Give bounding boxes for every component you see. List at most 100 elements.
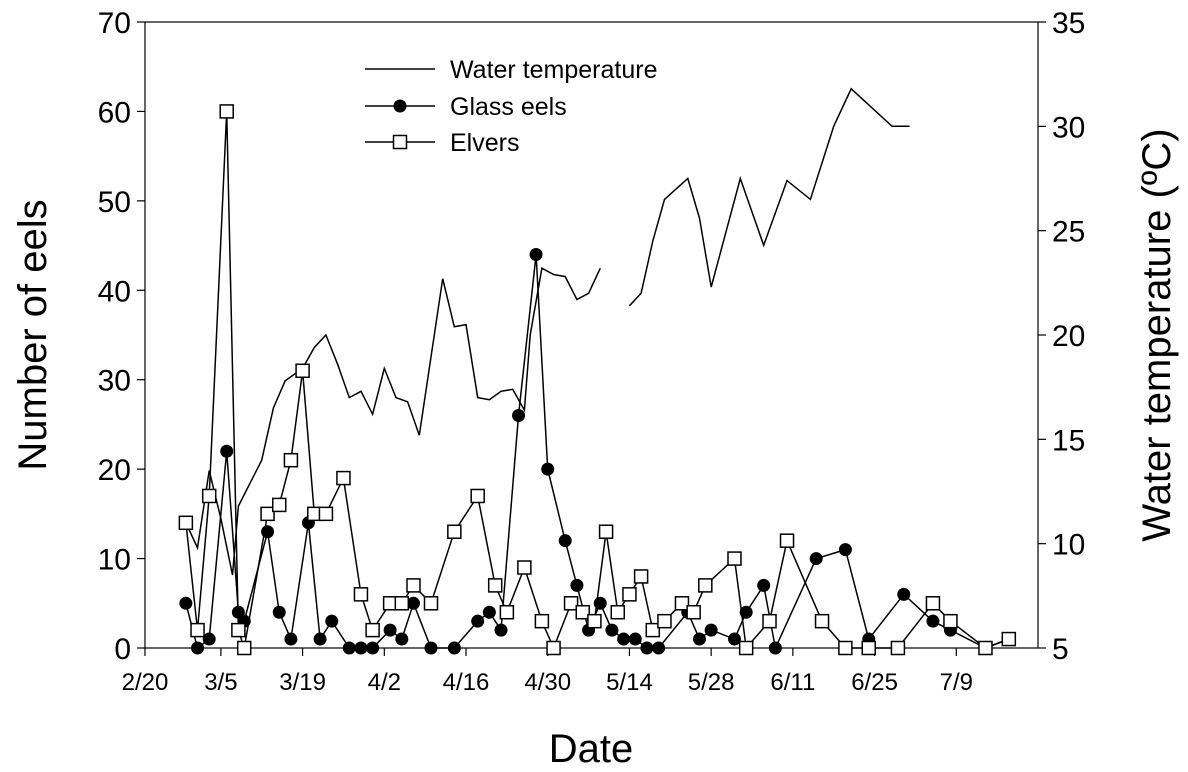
elvers-point xyxy=(365,622,380,638)
glass-eels-point xyxy=(220,444,234,458)
right-y-tick-label: 10 xyxy=(1052,529,1085,562)
glass-eels-point xyxy=(897,587,911,601)
glass-eels-point xyxy=(395,632,409,646)
legend-elvers-marker xyxy=(392,134,408,150)
water-temperature-line xyxy=(185,267,601,576)
glass-eels-point xyxy=(482,605,496,619)
glass-eels-point xyxy=(447,641,461,655)
elvers-point xyxy=(517,560,532,575)
elvers-point xyxy=(622,587,637,602)
legend: Water temperature Glass eels Elvers xyxy=(365,56,657,157)
right-y-axis-ticks: 5 10 15 20 25 30 35 xyxy=(1038,7,1085,666)
elvers-point xyxy=(645,622,661,638)
elvers-point xyxy=(861,640,876,656)
x-tick-label: 5/14 xyxy=(606,669,653,696)
elvers-point xyxy=(575,604,590,620)
x-tick-label: 4/16 xyxy=(443,669,490,696)
glass-eels-point xyxy=(494,623,508,637)
left-y-tick-label: 60 xyxy=(98,96,131,129)
elvers-point xyxy=(698,578,713,593)
glass-eels-point xyxy=(313,632,327,646)
elvers-line xyxy=(185,111,1010,650)
glass-eels-point xyxy=(617,632,631,646)
elvers-point xyxy=(925,596,941,611)
left-y-tick-label: 30 xyxy=(98,365,131,398)
elvers-point xyxy=(563,596,579,611)
elvers-point xyxy=(890,640,906,656)
right-y-tick-label: 15 xyxy=(1052,424,1085,457)
elvers-point xyxy=(587,613,602,629)
elvers-point xyxy=(271,497,287,513)
left-y-axis-ticks: 0 10 20 30 40 50 60 70 xyxy=(98,7,145,666)
glass-eels-point xyxy=(628,632,642,646)
elvers-point xyxy=(353,587,369,602)
elvers-point xyxy=(336,470,351,486)
right-y-tick-label: 20 xyxy=(1052,320,1085,353)
elvers-point xyxy=(686,604,701,620)
glass-eels-point xyxy=(529,248,543,262)
elvers-point xyxy=(633,569,649,584)
elvers-point xyxy=(295,363,310,379)
elvers-point xyxy=(499,604,515,620)
left-y-tick-label: 70 xyxy=(98,7,131,40)
elvers-point xyxy=(943,613,958,629)
elvers-point xyxy=(762,613,777,629)
glass-eels-point xyxy=(325,614,339,628)
left-y-tick-label: 40 xyxy=(98,275,131,308)
right-y-axis-label: Water temperature (ºC) xyxy=(1135,128,1179,541)
x-tick-label: 3/19 xyxy=(279,669,326,696)
elvers-point xyxy=(738,640,754,656)
glass-eels-point xyxy=(284,632,298,646)
elvers-point xyxy=(727,551,742,566)
elvers-point xyxy=(190,622,205,638)
elvers-point xyxy=(598,524,614,539)
glass-eels-point xyxy=(692,632,706,646)
water-temperature-line xyxy=(628,87,910,307)
left-y-axis-label: Number of eels xyxy=(11,199,55,470)
elvers-point xyxy=(470,488,485,504)
glass-eels-point xyxy=(838,543,852,557)
elvers-point xyxy=(610,604,626,620)
elvers-point xyxy=(231,622,246,638)
x-axis-label: Date xyxy=(549,727,634,771)
glass-eels-point xyxy=(926,614,940,628)
glass-eels-point xyxy=(406,596,420,610)
glass-eels-point xyxy=(809,552,823,566)
x-tick-label: 7/9 xyxy=(940,669,973,696)
glass-eels-point xyxy=(558,534,572,548)
glass-eels-point xyxy=(652,641,666,655)
elvers-point xyxy=(978,640,993,656)
elvers-point xyxy=(318,506,334,522)
right-y-tick-label: 25 xyxy=(1052,216,1085,249)
elvers-point xyxy=(814,613,830,629)
legend-label: Glass eels xyxy=(450,93,567,121)
x-tick-label: 6/11 xyxy=(770,669,815,696)
elvers-point xyxy=(674,596,690,611)
glass-eels-point xyxy=(704,623,718,637)
elvers-point xyxy=(487,578,503,593)
legend-glass-eels-marker xyxy=(393,99,407,113)
glass-eels-point xyxy=(541,462,555,476)
glass-eels-point xyxy=(366,641,380,655)
series-layer xyxy=(178,87,1017,656)
x-tick-label: 5/28 xyxy=(688,669,735,696)
elvers-point xyxy=(534,613,550,629)
x-axis-ticks: 2/20 3/5 3/19 4/2 4/16 4/30 5/14 5/28 6/11 6/25 7/… xyxy=(122,648,973,696)
glass-eels-point xyxy=(191,641,205,655)
elvers-point xyxy=(423,596,439,611)
glass-eels-point xyxy=(471,614,485,628)
x-tick-label: 6/25 xyxy=(851,669,898,696)
left-y-tick-label: 50 xyxy=(98,186,131,219)
left-y-tick-label: 0 xyxy=(114,633,131,666)
legend-label: Elvers xyxy=(450,129,519,157)
elvers-point xyxy=(447,524,462,539)
right-y-tick-label: 35 xyxy=(1052,7,1085,40)
x-tick-label: 2/20 xyxy=(122,669,169,696)
right-y-tick-label: 30 xyxy=(1052,111,1085,144)
elvers-point xyxy=(283,452,299,468)
glass-eels-point xyxy=(739,605,753,619)
x-tick-label: 4/2 xyxy=(368,669,401,696)
elvers-point xyxy=(406,578,421,593)
